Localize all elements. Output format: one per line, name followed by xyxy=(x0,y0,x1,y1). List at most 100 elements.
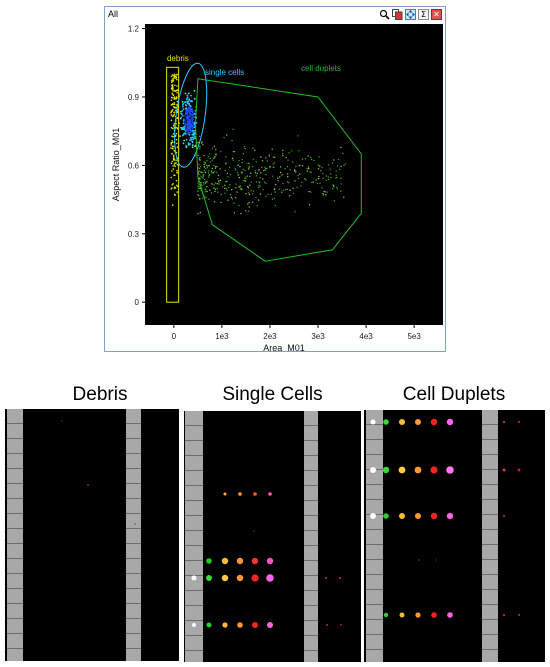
zoom-icon[interactable] xyxy=(379,9,390,20)
cell-spot xyxy=(383,419,389,425)
data-point-single xyxy=(191,144,194,147)
data-point-duplet xyxy=(226,189,228,192)
data-point-duplet xyxy=(335,174,337,176)
data-point-duplet xyxy=(213,157,215,160)
data-point-duplet xyxy=(198,195,200,197)
data-point-duplet xyxy=(215,165,217,168)
data-point-debris xyxy=(174,165,176,168)
data-point-duplet xyxy=(250,181,253,183)
data-point-duplet xyxy=(231,157,234,160)
data-point-duplet xyxy=(265,157,267,159)
data-point-single xyxy=(193,123,196,126)
data-point-duplet xyxy=(259,177,261,179)
data-point-duplet xyxy=(300,185,302,187)
data-point-duplet xyxy=(241,158,243,161)
data-point-single xyxy=(181,100,184,103)
data-point-duplet xyxy=(207,165,209,167)
copy-icon[interactable] xyxy=(392,9,403,20)
data-point-debris xyxy=(176,142,178,145)
data-point-single xyxy=(189,100,192,103)
data-point-duplet xyxy=(262,178,264,180)
data-point-duplet xyxy=(203,166,206,168)
brightfield-strip xyxy=(7,409,23,661)
data-point-duplet xyxy=(220,150,222,153)
data-point-duplet xyxy=(252,190,255,192)
data-point-duplet xyxy=(325,194,327,196)
data-point-single xyxy=(186,97,188,100)
data-point-single xyxy=(179,117,182,120)
data-point-duplet xyxy=(310,191,312,193)
cell-spot xyxy=(266,557,274,565)
cell-spot xyxy=(253,492,257,496)
data-point-duplet xyxy=(264,169,267,171)
data-point-duplet xyxy=(279,171,282,174)
data-point-duplet xyxy=(279,176,281,178)
data-point-duplet xyxy=(201,176,203,179)
cell-spot xyxy=(517,613,521,617)
data-point-duplet xyxy=(273,188,276,191)
data-point-duplet xyxy=(204,181,206,183)
data-point-duplet xyxy=(239,165,241,168)
data-point-duplet xyxy=(232,159,235,161)
data-point-duplet xyxy=(269,166,271,168)
data-point-duplet xyxy=(214,190,216,193)
data-point-debris xyxy=(170,176,172,179)
cell-spot xyxy=(251,574,259,582)
data-point-debris xyxy=(176,117,179,119)
data-point-duplet xyxy=(206,181,208,183)
data-point-debris xyxy=(173,97,176,99)
data-point-duplet xyxy=(331,187,334,190)
gate-cell-duplets xyxy=(194,78,362,262)
data-point-duplet xyxy=(218,182,220,184)
cell-spot xyxy=(340,624,342,626)
data-point-duplet xyxy=(204,171,207,174)
data-point-duplet xyxy=(226,134,228,136)
data-point-single xyxy=(190,94,192,97)
gate-label-single-cells: single cells xyxy=(205,68,244,77)
cell-spot xyxy=(383,612,389,618)
data-point-duplet xyxy=(235,183,237,185)
data-point-duplet xyxy=(219,179,222,182)
gate-label-debris: debris xyxy=(167,54,189,63)
data-point-debris xyxy=(170,142,172,144)
sigma-icon[interactable]: Σ xyxy=(418,9,429,20)
data-point-duplet xyxy=(247,185,249,188)
data-point-duplet xyxy=(289,189,291,191)
data-point-debris xyxy=(170,104,173,106)
move-icon[interactable] xyxy=(405,9,416,20)
data-point-debris xyxy=(176,127,179,130)
data-point-duplet xyxy=(317,164,320,166)
data-point-duplet xyxy=(282,182,284,185)
data-point-duplet xyxy=(264,181,266,183)
data-point-duplet xyxy=(336,176,338,179)
data-point-duplet xyxy=(265,195,267,198)
cell-spot xyxy=(431,612,437,618)
cell-spot xyxy=(251,557,259,565)
data-point-duplet xyxy=(279,166,282,168)
data-point-single xyxy=(192,138,195,141)
data-point-debris xyxy=(171,170,173,172)
data-point-duplet xyxy=(199,173,201,176)
data-point-single xyxy=(183,127,186,130)
data-point-duplet xyxy=(324,191,327,193)
data-point-duplet xyxy=(202,175,204,177)
data-point-duplet xyxy=(204,188,206,190)
close-icon[interactable]: ✕ xyxy=(431,9,442,20)
data-point-debris xyxy=(176,163,179,166)
data-point-duplet xyxy=(256,205,258,207)
data-point-single xyxy=(180,112,182,115)
data-point-duplet xyxy=(224,192,226,194)
data-point-debris xyxy=(171,88,174,91)
cell-spot xyxy=(206,575,212,581)
data-point-duplet xyxy=(224,181,227,183)
data-point-debris xyxy=(176,169,178,172)
data-point-debris xyxy=(171,80,173,82)
data-point-single xyxy=(189,129,192,131)
data-point-duplet xyxy=(327,176,330,178)
data-point-duplet xyxy=(238,160,240,162)
data-point-duplet xyxy=(322,194,324,196)
data-point-debris xyxy=(175,77,177,80)
data-point-duplet xyxy=(226,172,229,174)
data-point-duplet xyxy=(222,186,224,188)
data-point-duplet xyxy=(206,166,209,169)
